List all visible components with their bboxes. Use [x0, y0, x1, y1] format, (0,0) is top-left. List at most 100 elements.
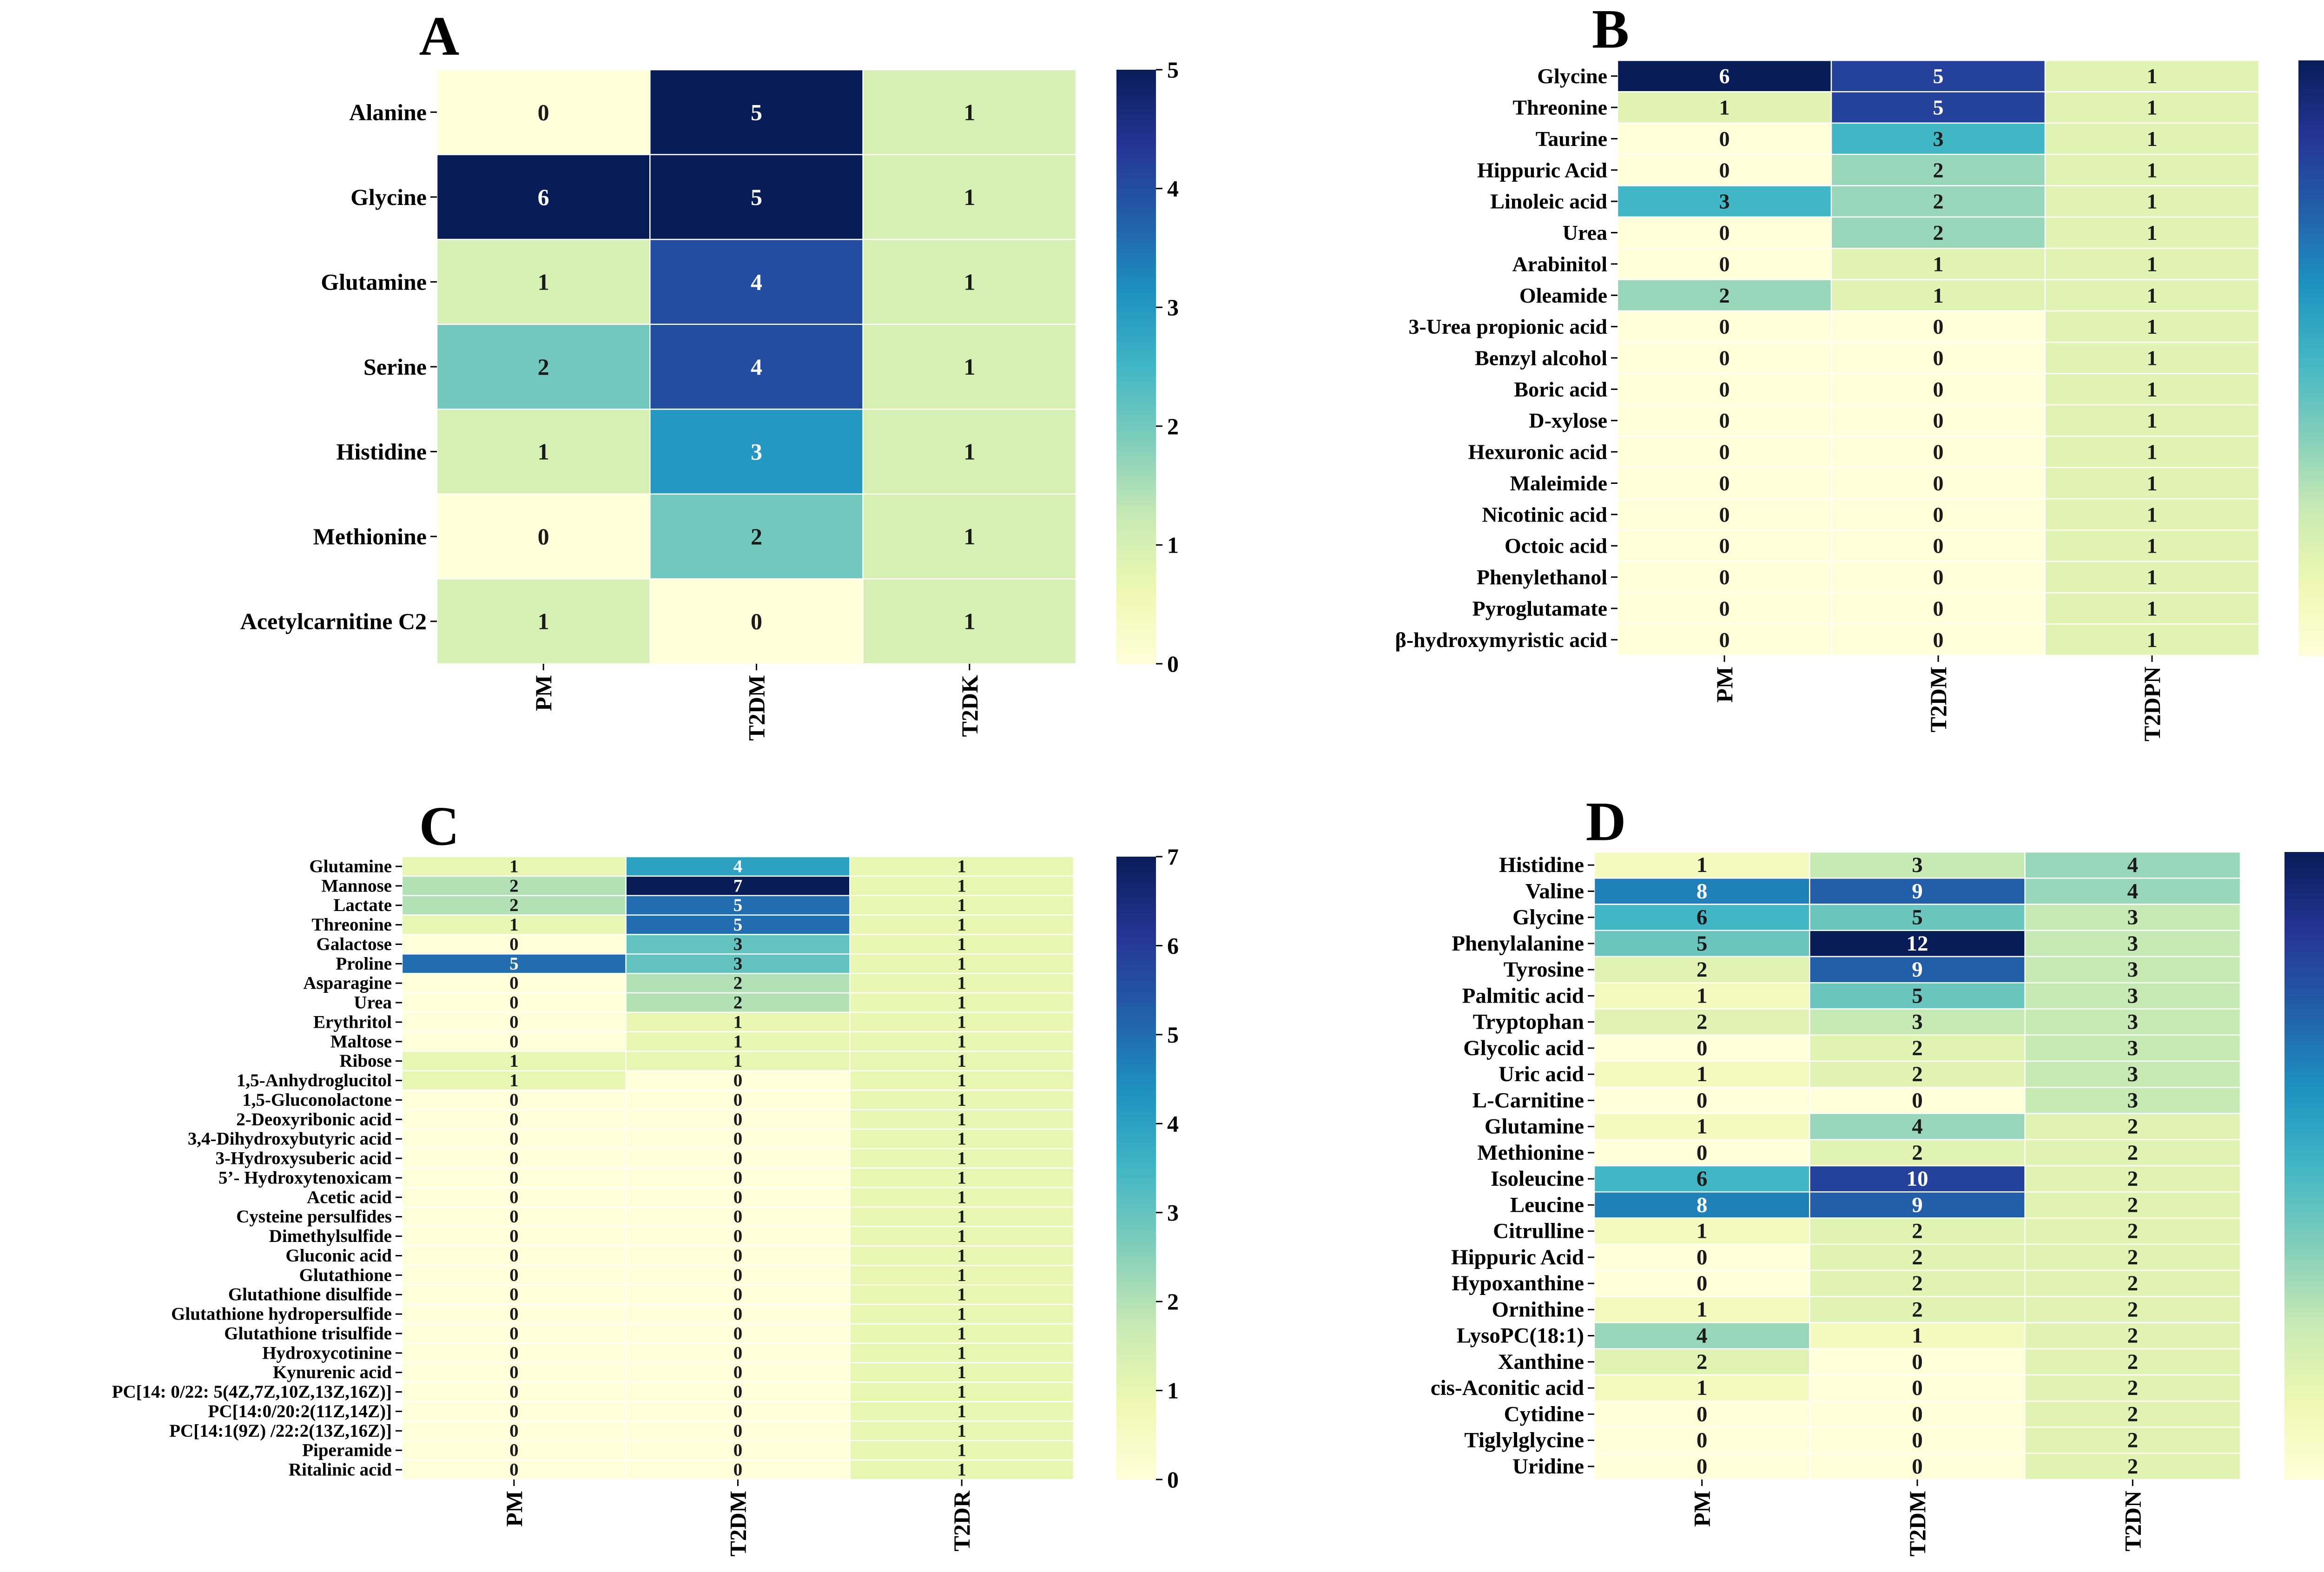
panel-c-value-urea-pm: 0: [509, 993, 519, 1013]
panel-c-value-kynurenic-acid-pm: 0: [509, 1362, 519, 1382]
panel-d-xlabel-pm: PM: [1689, 1491, 1715, 1527]
panel-c-cell-ritalinic-acid-t2dr: [849, 1459, 1075, 1480]
panel-b-colorbar-segment: [2298, 507, 2324, 512]
panel-d-ylabel-tyrosine: Tyrosine: [1504, 958, 1584, 982]
panel-d-colorbar-segment: [2284, 1082, 2324, 1088]
panel-c-colorbar-label-2: 2: [1167, 1288, 1179, 1314]
panel-c-cell-acetic-acid-pm: [401, 1187, 627, 1208]
panel-b-cell-boric-acid-pm: [1617, 373, 1832, 406]
panel-c-value-pc-14-1-9z-22-2-13z-16z-t2dm: 0: [733, 1421, 743, 1441]
panel-d-value-tryptophan-pm: 2: [1697, 1010, 1708, 1034]
panel-a-value-histidine-t2dk: 1: [964, 439, 975, 465]
panel-d-value-hypoxanthine-t2dm: 2: [1912, 1271, 1923, 1295]
panel-b-value-d-xylose-t2dm: 0: [1933, 409, 1944, 432]
panel-c-ylabel-asparagine: Asparagine: [303, 973, 392, 993]
panel-d-value-valine-t2dn: 4: [2127, 879, 2139, 903]
panel-b-cell-arabinitol-t2dpn: [2044, 247, 2260, 280]
panel-c-ylabel-pc-14-0-22-5-4z-7z-10z-13z-16z: PC[14: 0/22: 5(4Z,7Z,10Z,13Z,16Z)]: [112, 1382, 392, 1402]
panel-a-colorbar-segment: [1116, 436, 1156, 442]
panel-b-colorbar-segment: [2298, 105, 2324, 111]
panel-c-value-glutathione-pm: 0: [509, 1265, 519, 1285]
panel-c-cell-proline-t2dr: [849, 953, 1075, 974]
panel-d-value-glycine-pm: 6: [1697, 905, 1708, 930]
panel-d-value-palmitic-acid-t2dn: 3: [2127, 984, 2139, 1008]
panel-a-value-alanine-pm: 0: [538, 99, 549, 125]
panel-b-colorbar-segment: [2298, 571, 2324, 577]
panel-a-value-glutamine-pm: 1: [538, 269, 549, 295]
panel-b-colorbar-segment: [2298, 477, 2324, 482]
panel-c-value-2-deoxyribonic-acid-t2dm: 0: [733, 1110, 743, 1129]
panel-a-value-histidine-pm: 1: [538, 439, 549, 465]
panel-c-value-glutathione-disulfide-t2dr: 1: [957, 1285, 966, 1305]
panel-c-colorbar-segment: [1116, 991, 1156, 997]
panel-d-colorbar-segment: [2284, 915, 2324, 921]
panel-c-colorbar-segment: [1116, 1064, 1156, 1070]
panel-c-colorbar-segment: [1116, 919, 1156, 925]
panel-b: B 6 5 1 1 5 1 0 3 1 0 2 1 3 2 1 0 2 1 0 1 1 2 1 1 0 0 1 0 0 1 0 0 1 0 0 1 0 0 1…: [1395, 0, 2324, 741]
panel-a-value-serine-t2dk: 1: [964, 354, 975, 380]
panel-a-colorbar-segment: [1116, 629, 1156, 635]
panel-c-value-ritalinic-acid-pm: 0: [509, 1460, 519, 1480]
panel-c-colorbar-segment: [1116, 1267, 1156, 1273]
panel-c-colorbar-segment: [1116, 1100, 1156, 1106]
panel-b-colorbar-segment: [2298, 551, 2324, 557]
panel-c-colorbar-label-5: 5: [1167, 1022, 1179, 1048]
panel-b-colorbar-segment: [2298, 70, 2324, 76]
panel-c-value-5-hydroxytenoxicam-t2dm: 0: [733, 1168, 743, 1188]
panel-a-colorbar-segment: [1116, 485, 1156, 491]
panel-d-cell-uridine-t2dm: [1809, 1453, 2026, 1480]
panel-a-colorbar-segment: [1116, 99, 1156, 105]
panel-b-cell-hexuronic-acid-t2dpn: [2044, 436, 2260, 469]
panel-d-cell-tryptophan-t2dm: [1809, 1008, 2026, 1036]
panel-d-value-isoleucine-t2dn: 2: [2127, 1167, 2139, 1191]
panel-a-colorbar-segment: [1116, 599, 1156, 605]
panel-c-colorbar-segment: [1116, 1360, 1156, 1366]
panel-a-colorbar-segment: [1116, 124, 1156, 130]
panel-d-colorbar-segment: [2284, 1066, 2324, 1072]
panel-b-colorbar-segment: [2298, 511, 2324, 517]
panel-b-ylabel-maleimide: Maleimide: [1510, 471, 1608, 495]
panel-d-value-xanthine-t2dn: 2: [2127, 1350, 2139, 1374]
panel-c-value-threonine-t2dm: 5: [733, 915, 743, 935]
panel-b-colorbar-segment: [2298, 229, 2324, 235]
panel-d-cell-glutamine-t2dn: [2024, 1113, 2241, 1140]
panel-d-ylabel-leucine: Leucine: [1510, 1193, 1584, 1217]
panel-c-ylabel-cysteine-persulfides: Cysteine persulfides: [236, 1207, 392, 1227]
panel-c-colorbar-segment: [1116, 1438, 1156, 1444]
panel-d-colorbar-segment: [2284, 1354, 2324, 1360]
panel-d-cell-citrulline-pm: [1593, 1217, 1810, 1245]
panel-c-ylabel-pc-14-0-20-2-11z-14z: PC[14:0/20:2(11Z,14Z)]: [208, 1401, 392, 1421]
panel-d-colorbar-segment: [2284, 1401, 2324, 1407]
panel-c-colorbar-segment: [1116, 1012, 1156, 1018]
panel-d-cell-tyrosine-t2dm: [1809, 956, 2026, 984]
panel-b-value-linoleic-acid-t2dpn: 1: [2147, 190, 2158, 213]
panel-d-ylabel-tiglylglycine: Tiglylglycine: [1464, 1428, 1584, 1453]
panel-b-value-arabinitol-pm: 0: [1719, 252, 1730, 276]
panel-c-colorbar-segment: [1116, 1401, 1156, 1407]
panel-b-colorbar-segment: [2298, 189, 2324, 195]
panel-d-cell-phenylalanine-t2dn: [2024, 930, 2241, 958]
panel-d-value-leucine-pm: 8: [1697, 1193, 1708, 1217]
panel-a-colorbar-segment: [1116, 79, 1156, 85]
panel-b-colorbar-segment: [2298, 333, 2324, 339]
panel-c-cell-maltose-t2dm: [625, 1031, 851, 1052]
panel-c-colorbar-segment: [1116, 1334, 1156, 1340]
panel-c-colorbar-segment: [1116, 1168, 1156, 1174]
panel-d-colorbar-segment: [2284, 1103, 2324, 1109]
panel-a-colorbar-segment: [1116, 342, 1156, 348]
panel-c-colorbar-segment: [1116, 929, 1156, 935]
panel-d-colorbar-segment: [2284, 1071, 2324, 1077]
panel-c-value-maltose-t2dr: 1: [957, 1031, 966, 1051]
panel-b-colorbar-segment: [2298, 630, 2324, 636]
panel-c-value-mannose-t2dr: 1: [957, 876, 966, 896]
panel-a-colorbar-segment: [1116, 639, 1156, 645]
panel-b-ylabel-oleamide: Oleamide: [1519, 284, 1607, 307]
panel-d-colorbar-segment: [2284, 1427, 2324, 1433]
panel-a-value-alanine-t2dm: 5: [751, 99, 762, 125]
panel-d-colorbar-segment: [2284, 936, 2324, 942]
panel-c-value-3-hydroxysuberic-acid-t2dr: 1: [957, 1149, 966, 1169]
panel-d-cell-l-carnitine-t2dn: [2024, 1087, 2241, 1114]
panel-c-colorbar-segment: [1116, 893, 1156, 899]
panel-c-value-erythritol-t2dm: 1: [733, 1012, 743, 1032]
panel-c-colorbar-segment: [1116, 965, 1156, 971]
